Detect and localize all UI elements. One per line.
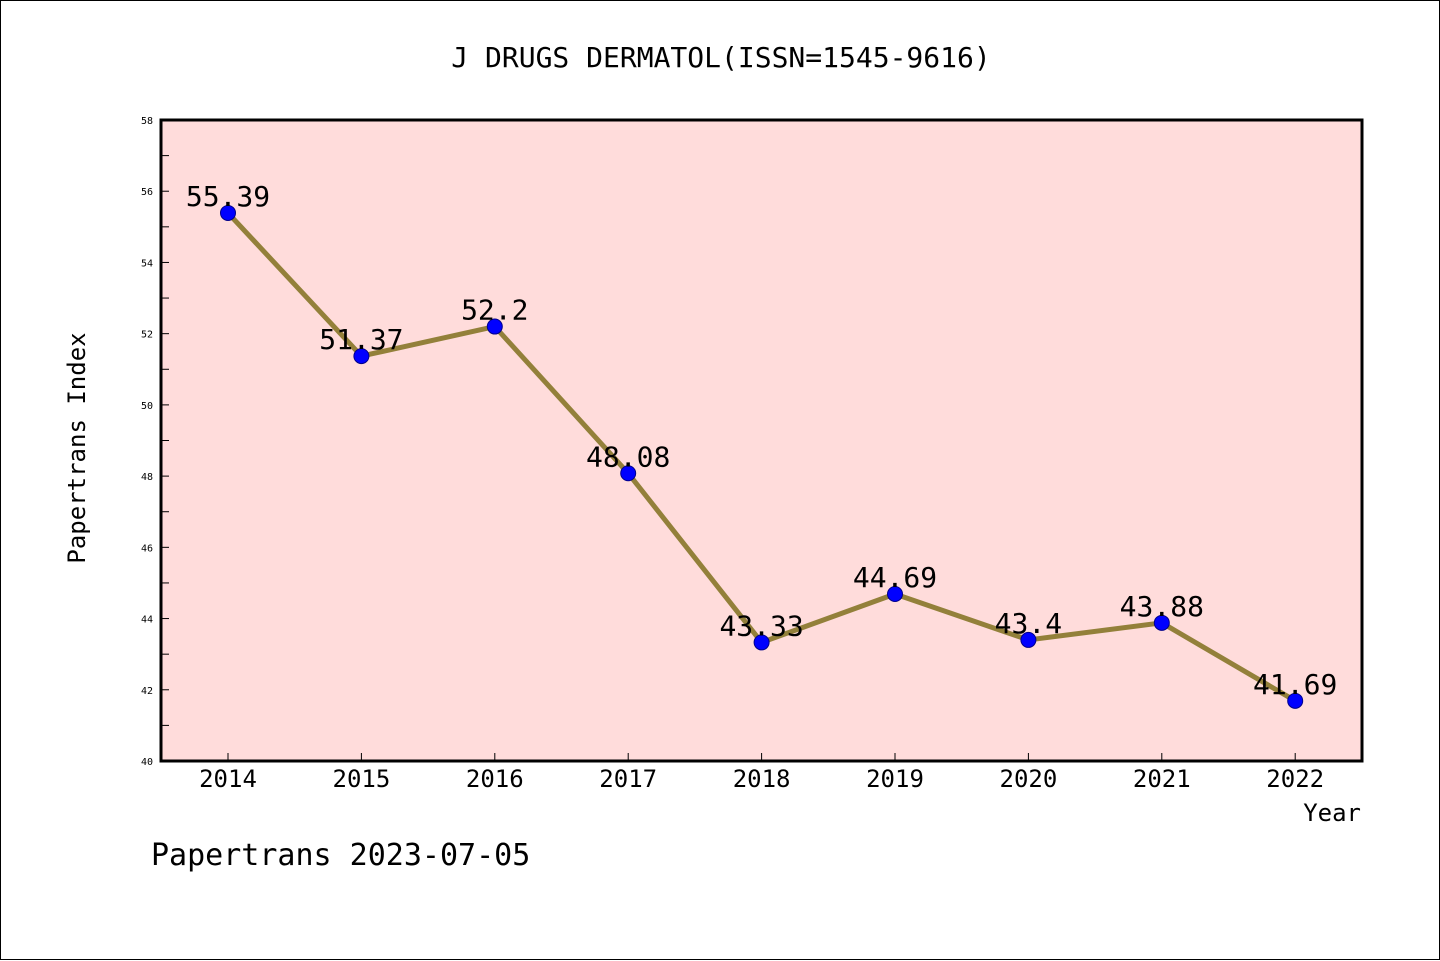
footer-text: Papertrans 2023-07-05 (151, 838, 530, 873)
x-tick-label: 2021 (1133, 765, 1191, 793)
y-tick-label: 48 (141, 472, 153, 483)
y-tick-label: 56 (141, 187, 153, 198)
plot-border (159, 118, 1364, 763)
data-label: 43.88 (1120, 590, 1204, 623)
y-tick-label: 42 (141, 686, 153, 697)
data-point (753, 634, 770, 651)
data-labels: 55.39 51.37 52.2 48.08 43.33 44.69 43.4 43.88 41… (186, 180, 1337, 701)
data-point (1153, 614, 1170, 631)
x-tick-label: 2016 (466, 765, 524, 793)
y-axis: 40 42 44 46 48 50 52 54 56 58 (141, 116, 169, 768)
data-points (220, 204, 1304, 709)
data-label: 44.69 (853, 561, 937, 594)
data-point (1020, 631, 1037, 648)
x-tick-label: 2017 (599, 765, 657, 793)
x-tick-label: 2020 (1000, 765, 1058, 793)
y-axis-label: Papertrans Index (63, 332, 91, 563)
data-point (887, 585, 903, 602)
plot-area (161, 120, 1362, 761)
data-point (353, 348, 370, 365)
data-label: 48.08 (586, 440, 670, 473)
y-tick-label: 46 (141, 543, 153, 554)
x-tick-label: 2018 (733, 765, 791, 793)
data-point (1287, 692, 1304, 709)
data-point (620, 465, 637, 482)
x-axis-label: Year (1303, 799, 1361, 827)
data-label: 41.69 (1253, 668, 1337, 701)
y-tick-label: 52 (141, 330, 153, 341)
data-label: 52.2 (461, 294, 528, 327)
data-label: 55.39 (186, 180, 270, 213)
x-tick-label: 2015 (333, 765, 391, 793)
data-label: 43.4 (995, 607, 1062, 640)
data-point (220, 204, 236, 221)
y-tick-label: 44 (141, 615, 153, 626)
y-tick-label: 54 (141, 258, 153, 269)
y-tick-label: 40 (141, 757, 153, 768)
x-tick-label: 2019 (866, 765, 924, 793)
x-axis: 2014 2015 2016 2017 2018 2019 2020 2021 2022 (199, 753, 1324, 793)
x-tick-label: 2014 (199, 765, 257, 793)
data-label: 43.33 (719, 609, 803, 642)
y-tick-label: 50 (141, 401, 153, 412)
chart-title: J DRUGS DERMATOL(ISSN=1545-9616) (451, 41, 990, 74)
y-tick-label: 58 (141, 116, 153, 127)
data-point (486, 318, 503, 335)
x-tick-label: 2022 (1266, 765, 1324, 793)
data-label: 51.37 (319, 323, 403, 356)
